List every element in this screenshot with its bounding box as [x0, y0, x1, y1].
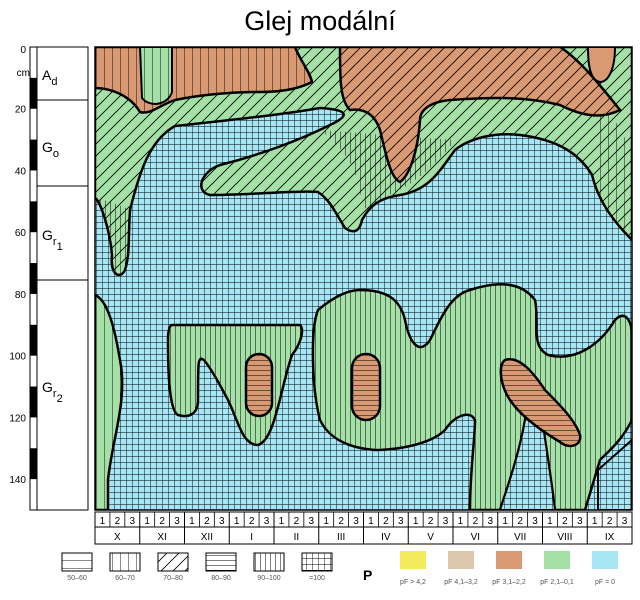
color-legend-label: pF 2,1–0,1 — [540, 579, 574, 586]
decade-label: 3 — [174, 516, 180, 527]
month-label: VIII — [557, 532, 572, 543]
decade-label: 3 — [398, 516, 404, 527]
horizon-label: Ad — [42, 67, 57, 88]
chart-title: Glej modální — [244, 6, 396, 36]
hatch-legend-label: 50–60 — [67, 575, 87, 582]
decade-label: 1 — [144, 516, 150, 527]
decade-label: 3 — [264, 516, 270, 527]
month-label: XII — [201, 532, 213, 543]
decade-label: 3 — [353, 516, 359, 527]
decade-label: 2 — [383, 516, 389, 527]
hatch-legend-label: 80–90 — [211, 575, 231, 582]
hatch-swatch — [205, 552, 237, 572]
decade-label: 2 — [249, 516, 255, 527]
decade-label: 2 — [607, 516, 613, 527]
decade-label: 2 — [517, 516, 523, 527]
decade-label: 1 — [413, 516, 419, 527]
decade-label: 3 — [488, 516, 494, 527]
color-legend-label: pF 4,1–3,2 — [444, 579, 478, 586]
region-brown-lenses — [244, 352, 582, 448]
hatch-swatch — [109, 552, 141, 572]
decade-label: 1 — [323, 516, 329, 527]
region-brown-top — [95, 47, 622, 184]
hatch-swatch — [61, 552, 93, 572]
color-swatch — [592, 551, 618, 569]
decade-label: 1 — [458, 516, 464, 527]
color-legend-label: pF 3,1–2,2 — [492, 579, 526, 586]
month-label: V — [427, 532, 434, 543]
decade-label: 1 — [234, 516, 240, 527]
color-legend-label: pF = 0 — [595, 579, 615, 586]
month-label: XI — [157, 532, 166, 543]
region-lower-green — [95, 283, 632, 510]
hatch-legend-label: 70–80 — [163, 575, 183, 582]
decade-label: 2 — [159, 516, 165, 527]
decade-label: 3 — [577, 516, 583, 527]
hatch-legend-label: =100 — [309, 575, 325, 582]
depth-tick-label: 0 — [20, 45, 26, 56]
color-swatch — [544, 551, 570, 569]
depth-tick-label: 100 — [9, 352, 26, 363]
decade-label: 2 — [338, 516, 344, 527]
month-label: IV — [381, 532, 391, 543]
decade-label: 1 — [279, 516, 285, 527]
color-swatch — [496, 551, 522, 569]
decade-label: 2 — [473, 516, 479, 527]
decade-label: 3 — [622, 516, 628, 527]
decade-label: 1 — [189, 516, 195, 527]
decade-label: 3 — [532, 516, 538, 527]
color-swatch — [448, 551, 474, 569]
hatch-swatch — [157, 552, 189, 572]
depth-tick-label: 120 — [9, 413, 26, 424]
decade-label: 2 — [204, 516, 210, 527]
color-legend-label: pF > 4,2 — [400, 579, 426, 586]
month-label: III — [337, 532, 345, 543]
month-label: I — [250, 532, 253, 543]
decade-label: 1 — [368, 516, 374, 527]
horizon-label: Gr2 — [42, 379, 63, 405]
month-label: X — [114, 532, 121, 543]
depth-unit-label: cm — [17, 68, 30, 79]
hatch-legend-label: 90–100 — [257, 575, 280, 582]
legend: 50–60 60–70 70–80 80–90 90–100 =100 P pF > 4,… — [61, 551, 618, 586]
decade-label: 2 — [562, 516, 568, 527]
decade-label: 3 — [130, 516, 136, 527]
depth-tick-label: 80 — [15, 290, 27, 301]
horizon-column: Ad Go Gr1 Gr2 — [36, 46, 89, 511]
hatch-legend-symbol: P — [363, 567, 372, 583]
decade-label: 2 — [294, 516, 300, 527]
decade-label: 1 — [592, 516, 598, 527]
decade-label: 2 — [115, 516, 121, 527]
decade-label: 3 — [309, 516, 315, 527]
month-label: VI — [471, 532, 480, 543]
color-swatch — [400, 551, 426, 569]
month-label: IX — [605, 532, 615, 543]
depth-tick-label: 60 — [15, 228, 27, 239]
month-label: II — [294, 532, 300, 543]
decade-label: 2 — [428, 516, 434, 527]
depth-scale: cm 0 20 40 60 80 100 120 140 — [9, 45, 38, 511]
decade-label: 1 — [547, 516, 553, 527]
horizon-label: Go — [42, 139, 59, 160]
plot-area — [95, 47, 632, 510]
depth-tick-label: 20 — [15, 105, 27, 116]
decade-label: 3 — [443, 516, 449, 527]
decade-label: 1 — [502, 516, 508, 527]
depth-tick-label: 40 — [15, 166, 27, 177]
hatch-legend-label: 60–70 — [115, 575, 135, 582]
decade-label: 1 — [100, 516, 106, 527]
depth-tick-label: 140 — [9, 475, 26, 486]
hatch-swatch — [301, 552, 333, 572]
decade-label: 3 — [219, 516, 225, 527]
region-upper-green — [95, 47, 632, 277]
horizon-label: Gr1 — [42, 227, 63, 253]
hatch-swatch — [253, 552, 285, 572]
month-label: VII — [514, 532, 526, 543]
